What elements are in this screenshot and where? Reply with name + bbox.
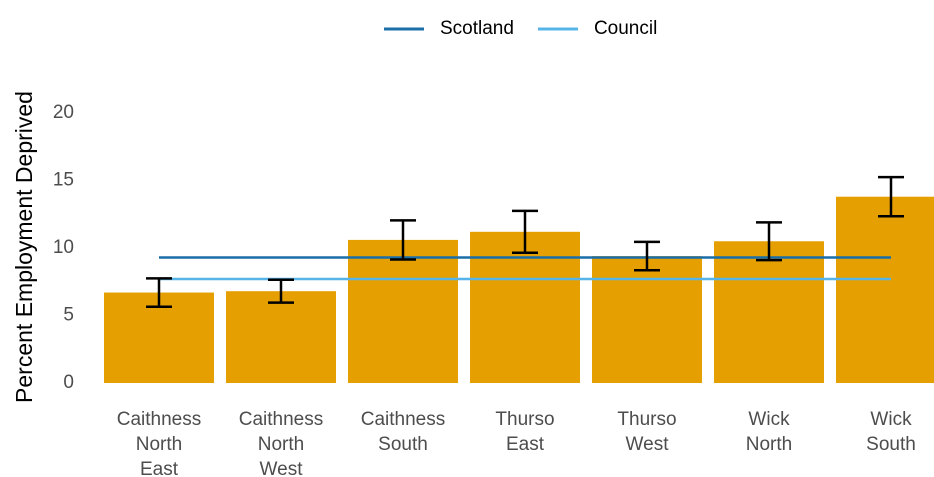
error-bar bbox=[146, 277, 172, 308]
x-tick-label-line: South bbox=[378, 434, 428, 455]
error-bar bbox=[756, 221, 782, 262]
legend-label: Council bbox=[594, 18, 657, 39]
x-tick-label-line: Thurso bbox=[617, 409, 676, 430]
x-tick-label: Caithness North East bbox=[117, 409, 202, 477]
x-tick-label-line: East bbox=[506, 434, 545, 455]
y-axis-label: Percent Employment Deprived bbox=[11, 91, 37, 403]
x-tick-label: Caithness South bbox=[361, 409, 446, 455]
x-tick-label-line: Caithness bbox=[361, 409, 446, 430]
x-tick-label: Thurso West bbox=[617, 409, 676, 455]
x-tick-label-line: Caithness bbox=[117, 409, 202, 430]
x-tick-label-line: Wick bbox=[870, 409, 912, 430]
x-tick-label: Thurso East bbox=[495, 409, 554, 455]
error-bar bbox=[268, 278, 294, 304]
x-tick-label-line: North bbox=[136, 434, 182, 455]
bar bbox=[226, 291, 336, 383]
y-tick-label: 10 bbox=[53, 237, 74, 258]
x-tick-label-line: North bbox=[746, 434, 792, 455]
x-tick-label: Wick North bbox=[746, 409, 792, 455]
x-tick-label-line: West bbox=[626, 434, 670, 455]
x-tick-label-line: Wick bbox=[748, 409, 790, 430]
x-tick-label-line: North bbox=[258, 434, 304, 455]
x-tick-label-line: Thurso bbox=[495, 409, 554, 430]
y-tick-label: 5 bbox=[63, 305, 74, 326]
error-bar bbox=[512, 209, 538, 254]
x-tick-label: Caithness North West bbox=[239, 409, 324, 477]
x-tick-label-line: West bbox=[260, 459, 304, 477]
bar bbox=[470, 231, 580, 383]
x-tick-label-line: South bbox=[866, 434, 916, 455]
bar bbox=[836, 196, 934, 383]
bar bbox=[714, 241, 824, 383]
bar bbox=[592, 256, 702, 383]
bar bbox=[348, 239, 458, 383]
error-bar bbox=[878, 175, 904, 218]
x-tick-label: Wick South bbox=[866, 409, 916, 455]
x-tick-label-line: Caithness bbox=[239, 409, 324, 430]
x-tick-label-line: East bbox=[140, 459, 179, 477]
y-tick-label: 15 bbox=[53, 170, 74, 191]
y-tick-label: 0 bbox=[63, 372, 74, 393]
legend-label: Scotland bbox=[440, 18, 514, 39]
error-bar bbox=[634, 240, 660, 272]
y-tick-label: 20 bbox=[53, 102, 74, 123]
error-bar bbox=[390, 219, 416, 261]
